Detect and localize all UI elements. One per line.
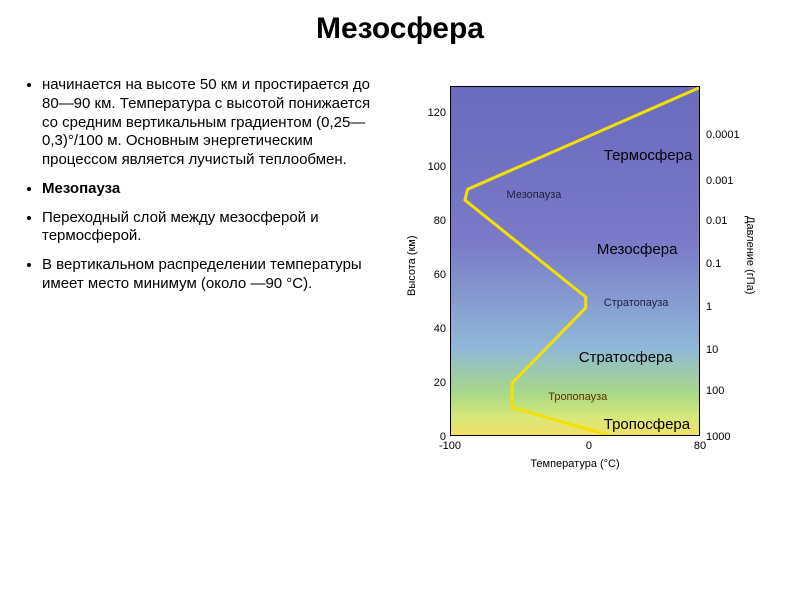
y2-tick: 0.0001: [706, 129, 756, 141]
layer-label: Стратосфера: [579, 349, 673, 366]
bullet-item: В вертикальном распределении температуры…: [42, 256, 375, 294]
y-tick: 60: [416, 269, 446, 281]
x-axis-label: Температура (°C): [450, 458, 700, 470]
x-tick: -100: [430, 440, 470, 452]
y2-tick: 1000: [706, 431, 756, 443]
y-axis-label: Высота (км): [406, 235, 418, 296]
y2-tick: 100: [706, 385, 756, 397]
layer-label: Стратопауза: [604, 297, 669, 309]
y-tick: 20: [416, 377, 446, 389]
layer-label: Тропопауза: [548, 391, 607, 403]
y-tick: 100: [416, 161, 446, 173]
y-tick: 80: [416, 215, 446, 227]
bullet-list: начинается на высоте 50 км и простираетс…: [20, 76, 375, 294]
layer-label: Термосфера: [604, 147, 693, 164]
plot-area: Термосфера Мезопауза Мезосфера Стратопауза С…: [450, 86, 700, 436]
layer-label: Мезопауза: [507, 189, 562, 201]
layer-label: Мезосфера: [597, 241, 678, 258]
y-tick: 120: [416, 107, 446, 119]
y2-axis-label: Давление (гПа): [744, 216, 756, 294]
slide: Мезосфера начинается на высоте 50 км и п…: [0, 0, 800, 600]
text-column: начинается на высоте 50 км и простираетс…: [20, 76, 375, 496]
y2-tick: 10: [706, 344, 756, 356]
slide-title: Мезосфера: [20, 12, 780, 46]
content-row: начинается на высоте 50 км и простираетс…: [20, 76, 780, 496]
layer-label: Тропосфера: [604, 416, 690, 433]
bullet-item: Мезопауза: [42, 180, 375, 199]
x-tick: 0: [569, 440, 609, 452]
bullet-item: Переходный слой между мезосферой и термо…: [42, 209, 375, 247]
y-tick: 40: [416, 323, 446, 335]
chart-column: Термосфера Мезопауза Мезосфера Стратопауза С…: [385, 76, 780, 496]
bullet-item: начинается на высоте 50 км и простираетс…: [42, 76, 375, 170]
y2-tick: 0.001: [706, 175, 756, 187]
atmosphere-chart: Термосфера Мезопауза Мезосфера Стратопауза С…: [390, 76, 780, 496]
y2-tick: 1: [706, 301, 756, 313]
temperature-profile-line: [451, 87, 700, 436]
